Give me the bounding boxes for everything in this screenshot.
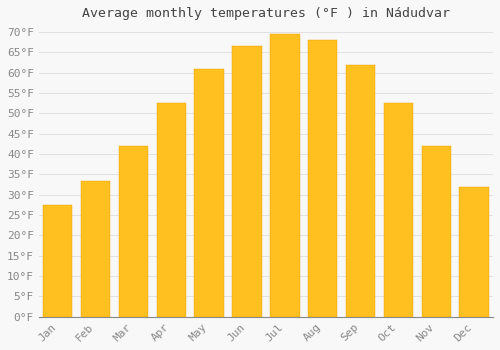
Bar bbox=[384, 103, 413, 317]
Bar bbox=[118, 146, 148, 317]
Bar bbox=[43, 205, 72, 317]
Bar bbox=[232, 46, 262, 317]
Bar bbox=[460, 187, 489, 317]
Bar bbox=[422, 146, 451, 317]
Bar bbox=[308, 40, 338, 317]
Bar bbox=[194, 69, 224, 317]
Bar bbox=[81, 181, 110, 317]
Bar bbox=[270, 34, 300, 317]
Title: Average monthly temperatures (°F ) in Nádudvar: Average monthly temperatures (°F ) in Ná… bbox=[82, 7, 450, 20]
Bar bbox=[346, 65, 376, 317]
Bar bbox=[156, 103, 186, 317]
